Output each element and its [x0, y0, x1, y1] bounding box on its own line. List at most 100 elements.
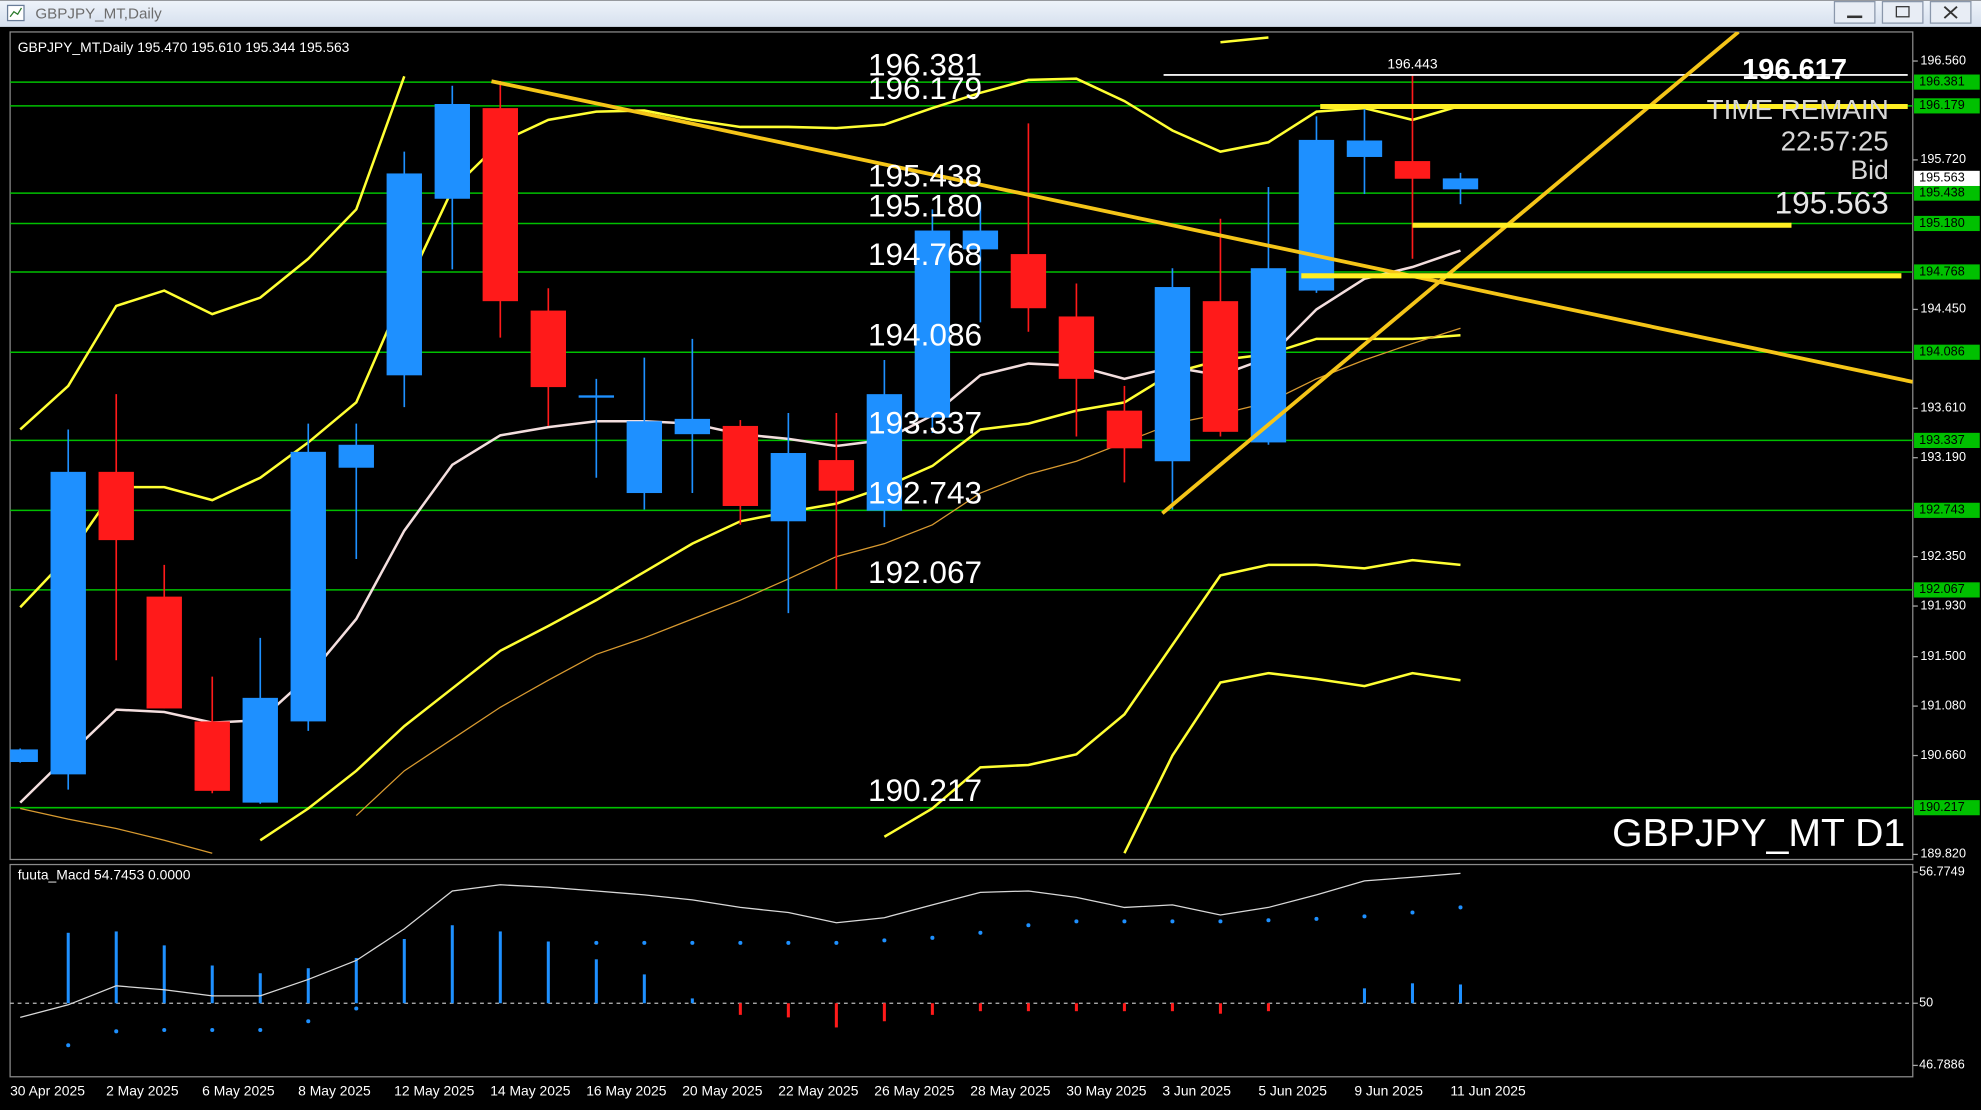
candle-body: [386, 173, 422, 376]
macd: [10, 872, 1913, 1048]
signal-dot: [354, 1006, 359, 1011]
macd-panel-frame: [9, 863, 1914, 1078]
trendline: [1161, 31, 1740, 515]
macd-bar: [834, 1003, 838, 1028]
x-tick-label: 28 May 2025: [970, 1083, 1051, 1099]
x-tick-label: 16 May 2025: [586, 1083, 667, 1099]
countdown-price: 196.617: [1742, 54, 1847, 86]
signal-dot: [1170, 919, 1175, 924]
candle-body: [194, 721, 230, 791]
level-axis-label: 192.743: [1919, 503, 1965, 517]
macd-tick-label: 50: [1919, 996, 1933, 1010]
minimize-button[interactable]: [1833, 1, 1876, 24]
level-label: 193.337: [868, 405, 982, 441]
macd-bar: [210, 965, 214, 1004]
macd-bar: [882, 1003, 886, 1022]
y-tick-label: 191.930: [1920, 598, 1966, 612]
level-axis-label: 195.438: [1919, 185, 1965, 199]
signal-dot: [258, 1027, 263, 1032]
macd-bar: [162, 945, 166, 1004]
level-axis-box: [1914, 432, 1980, 448]
window-title: GBPJPY_MT,Daily: [35, 5, 162, 22]
bid-price: 195.563: [1775, 184, 1889, 220]
macd-bar: [642, 974, 646, 1004]
candle-body: [770, 453, 807, 522]
x-tick-label: 30 Apr 2025: [10, 1083, 85, 1099]
close-icon: [1943, 5, 1958, 19]
bid-label: Bid: [1850, 155, 1888, 185]
level-axis-label: 195.180: [1919, 216, 1965, 230]
signal-dot: [1458, 905, 1463, 910]
chart-labels: GBPJPY_MT,Daily 195.470 195.610 195.344 …: [18, 39, 1906, 883]
level-axis-box: [1914, 215, 1980, 232]
y-tick-label: 189.820: [1920, 847, 1966, 861]
indicator-line: [883, 558, 1461, 838]
x-tick-label: 20 May 2025: [682, 1083, 763, 1099]
level-label: 192.067: [868, 554, 982, 590]
signal-dot: [834, 940, 839, 945]
level-label: 192.743: [868, 475, 982, 511]
signal-dot: [690, 940, 695, 945]
macd-bar: [1026, 1003, 1030, 1012]
macd-bar: [1410, 983, 1414, 1004]
level-axis-box: [1914, 74, 1980, 90]
window-icon-graph: [9, 7, 23, 18]
level-axis-box: [1914, 98, 1980, 114]
candle-body: [1394, 161, 1431, 179]
level-label: 195.438: [868, 157, 982, 193]
macd-bar: [1170, 1003, 1174, 1012]
symbol-label: GBPJPY_MT D1: [1612, 812, 1905, 855]
macd-tick-label: 46.7886: [1919, 1058, 1965, 1072]
level-axis-label: 193.337: [1919, 433, 1965, 447]
macd-bar: [402, 938, 406, 1004]
macd-bar: [114, 931, 118, 1004]
level-axis-label: 194.086: [1919, 345, 1965, 359]
macd-bar: [690, 998, 694, 1004]
candle-body: [626, 421, 663, 494]
macd-bar: [546, 941, 550, 1004]
signal-dot: [66, 1043, 71, 1048]
signal-dot: [1218, 919, 1223, 924]
title-bar: [0, 0, 1981, 27]
x-tick-label: 11 Jun 2025: [1450, 1083, 1526, 1099]
candle-body: [50, 471, 86, 775]
signal-dot: [162, 1027, 167, 1032]
restore-button[interactable]: [1881, 1, 1924, 24]
trendline: [491, 79, 1913, 384]
y-tick-label: 193.190: [1920, 450, 1966, 464]
level-label: 196.179: [868, 70, 982, 106]
y-tick-label: 191.500: [1920, 649, 1966, 663]
candle-body: [530, 310, 566, 388]
candle-body: [1010, 254, 1047, 309]
x-tick-label: 8 May 2025: [298, 1083, 371, 1099]
level-label: 194.768: [868, 236, 982, 272]
candle-body: [290, 451, 326, 722]
candle-body: [866, 394, 903, 511]
candle-body: [914, 230, 951, 418]
candle-body: [98, 471, 134, 541]
level-axis-label: 190.217: [1919, 800, 1965, 814]
countdown: 22:57:25: [1781, 125, 1889, 156]
macd-bar: [1458, 984, 1462, 1004]
x-tick-label: 12 May 2025: [394, 1083, 475, 1099]
signal-dot: [306, 1019, 311, 1024]
x-tick-label: 6 May 2025: [202, 1083, 275, 1099]
candle-body: [10, 749, 38, 763]
candle-body: [1058, 316, 1095, 379]
level-axis-label: 194.768: [1919, 264, 1965, 278]
signal-dot: [594, 940, 599, 945]
signal-dot: [738, 940, 743, 945]
candle-body: [674, 418, 711, 435]
macd-bar: [930, 1003, 934, 1015]
window-buttons[interactable]: [1833, 1, 1972, 24]
level-axis-box: [1914, 185, 1980, 201]
x-tick-label: 22 May 2025: [778, 1083, 859, 1099]
signal-dot: [114, 1029, 119, 1034]
x-tick-label: 5 Jun 2025: [1258, 1083, 1327, 1099]
y-tick-label: 195.720: [1920, 152, 1966, 166]
macd-bar: [498, 931, 502, 1004]
level-axis-box: [1914, 264, 1980, 280]
macd-bar: [450, 925, 454, 1004]
macd-bar: [594, 959, 598, 1004]
level-axis-label: 196.381: [1919, 74, 1965, 88]
